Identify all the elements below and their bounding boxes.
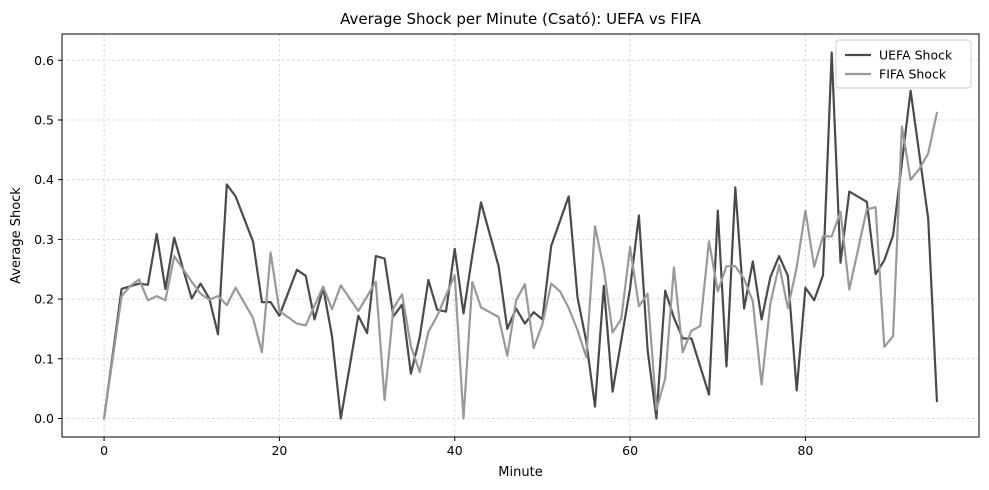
x-tick-label: 20 — [271, 443, 287, 458]
grid-lines — [62, 34, 979, 437]
legend-label: FIFA Shock — [879, 67, 947, 82]
x-tick-label: 0 — [100, 443, 108, 458]
legend-label: UEFA Shock — [879, 48, 953, 63]
y-tick-label: 0.3 — [34, 232, 54, 247]
legend-box — [835, 39, 972, 89]
y-tick-label: 0.6 — [34, 53, 54, 68]
series-line-fifa — [103, 111, 938, 420]
x-tick-label: 80 — [797, 443, 813, 458]
series-line-uefa — [103, 51, 938, 420]
y-axis-label: Average Shock — [9, 187, 24, 284]
y-tick-label: 0.2 — [34, 292, 54, 307]
y-tick-label: 0.5 — [34, 112, 54, 127]
x-tick-label: 60 — [622, 443, 638, 458]
x-tick-label: 40 — [447, 443, 463, 458]
chart-title: Average Shock per Minute (Csató): UEFA v… — [340, 10, 702, 28]
y-tick-label: 0.0 — [34, 411, 54, 426]
x-axis-label: Minute — [498, 465, 542, 480]
axis-ticks: 0 20 40 60 80 0.0 0.1 0.2 0.3 0.4 0.5 0.6 — [34, 53, 813, 458]
plot-frame — [61, 33, 980, 438]
legend: UEFA Shock FIFA Shock — [835, 39, 972, 89]
y-tick-label: 0.4 — [34, 172, 54, 187]
series-lines — [103, 51, 938, 420]
y-tick-label: 0.1 — [34, 351, 54, 366]
